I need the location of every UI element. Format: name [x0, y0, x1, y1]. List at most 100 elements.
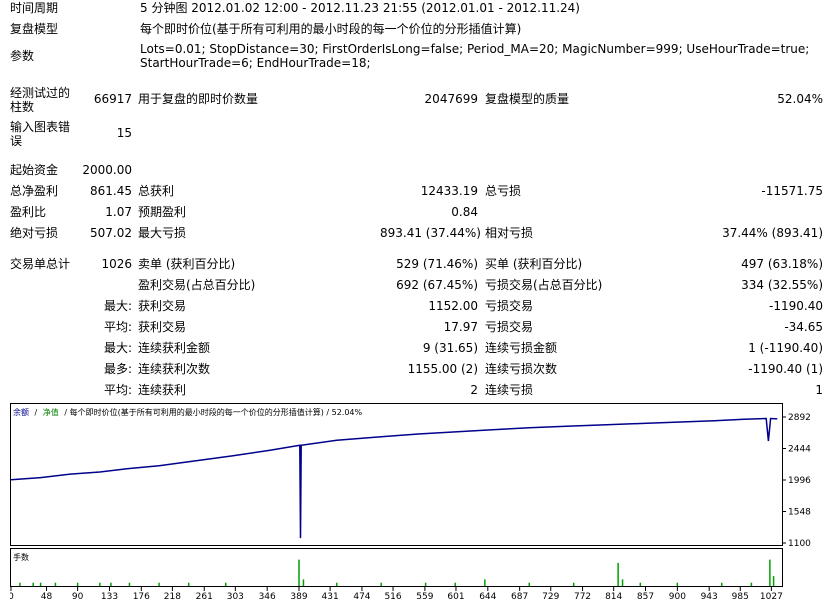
legend-rest: / 每个即时价位(基于所有可利用的最小时段的每一个价位的分形插值计算) / 52…	[64, 407, 362, 417]
errors-label-2: 误	[10, 134, 23, 148]
period-value: 5 分钟图 2012.01.02 12:00 - 2012.11.23 21:5…	[140, 1, 580, 15]
max-consec-wins-value: 9 (31.65)	[422, 341, 478, 355]
average-prefix: 平均:	[103, 320, 132, 334]
x-axis-ticks: 0 48 90 133 176 218 261 303 346 389 431 474 516 559 60…	[10, 587, 783, 602]
balance-chart: 余额 / 净值 / 每个即时价位(基于所有可利用的最小时段的每一个价位的分形插值…	[10, 403, 811, 602]
errors-label-1: 输入图表错	[10, 120, 71, 134]
most-prefix: 最多:	[103, 362, 132, 376]
largest-profit-label: 获利交易	[138, 299, 187, 313]
x-tick-label: 644	[479, 592, 496, 602]
x-tick-label: 729	[542, 592, 559, 602]
payoff-label: 预期盈利	[138, 205, 187, 219]
y-axis-ticks: 2892 2444 1996 1548 1100	[782, 413, 811, 549]
x-tick-label: 90	[72, 592, 84, 602]
gross-profit-label: 总获利	[138, 184, 175, 198]
x-tick-label: 601	[447, 592, 464, 602]
max-consec-wins-label: 连续获利金额	[138, 341, 211, 355]
x-tick-label: 218	[164, 592, 181, 602]
long-label: 买单 (获利百分比)	[485, 257, 583, 271]
balance-line	[10, 417, 778, 539]
x-tick-label: 772	[574, 592, 591, 602]
legend-text: 余额 / 净值 / 每个即时价位(基于所有可利用的最小时段的每一个价位的分形插值…	[13, 407, 363, 417]
drawdown-row: 绝对亏损 507.02 最大亏损 893.41 (37.44%) 相对亏损 37…	[0, 223, 838, 244]
x-tick-label: 133	[101, 592, 118, 602]
x-tick-label: 261	[196, 592, 213, 602]
payoff-value: 0.84	[451, 205, 478, 219]
avg-consec-losses-label: 连续亏损	[485, 383, 534, 397]
main-plot-frame	[10, 403, 783, 546]
most-consec-profit-label: 连续获利次数	[138, 362, 211, 376]
avg-loss-value: -34.65	[784, 320, 823, 334]
most-consec-loss-label: 连续亏损次数	[485, 362, 558, 376]
x-tick-label: 0	[10, 592, 14, 602]
legend-balance: 余额	[13, 407, 29, 417]
quality-label: 复盘模型的质量	[485, 92, 570, 106]
ticks-value: 2047699	[424, 92, 478, 106]
legend-equity: 净值	[43, 407, 59, 417]
avg-profit-label: 获利交易	[138, 320, 187, 334]
x-tick-label: 559	[416, 592, 433, 602]
bars-value: 66917	[93, 92, 132, 106]
model-label: 复盘模型	[10, 22, 59, 36]
avg-profit-value: 17.97	[443, 320, 478, 334]
errors-row: 输入图表错 误 15	[0, 118, 838, 150]
most-consec-profit-value: 1155.00 (2)	[407, 362, 478, 376]
errors-value: 15	[116, 126, 132, 140]
x-tick-label: 943	[701, 592, 718, 602]
largest-loss-value: -1190.40	[769, 299, 823, 313]
average-row: 平均: 获利交易 17.97 亏损交易 -34.65	[0, 317, 838, 338]
volume-label: 手数	[13, 552, 29, 562]
gross-loss-label: 总亏损	[485, 184, 522, 198]
x-tick-label: 900	[669, 592, 686, 602]
bars-row: 经测试过的 柱数 66917 用于复盘的即时价数量 2047699 复盘模型的质…	[0, 84, 838, 114]
most-consec-row: 最多: 连续获利次数 1155.00 (2) 连续亏损次数 -1190.40 (…	[0, 359, 838, 380]
max-consec-losses-value: 1 (-1190.40)	[748, 341, 823, 355]
short-label: 卖单 (获利百分比)	[138, 257, 236, 271]
volume-series	[19, 559, 775, 586]
largest-row: 最大: 获利交易 1152.00 亏损交易 -1190.40	[0, 296, 838, 317]
x-tick-label: 857	[637, 592, 654, 602]
largest-loss-label: 亏损交易	[485, 299, 534, 313]
gross-profit-value: 12433.19	[420, 184, 478, 198]
avg-loss-label: 亏损交易	[485, 320, 534, 334]
x-tick-label: 814	[605, 592, 622, 602]
params-row: 参数 Lots=0.01; StopDistance=30; FirstOrde…	[0, 40, 838, 72]
net-row: 总净盈利 861.45 总获利 12433.19 总亏损 -11571.75	[0, 181, 838, 202]
x-tick-label: 516	[384, 592, 401, 602]
x-tick-label: 176	[133, 592, 150, 602]
bars-label-2: 柱数	[10, 100, 35, 114]
profit-trades-value: 692 (67.45%)	[396, 278, 478, 292]
trades-value: 1026	[101, 257, 132, 271]
model-row: 复盘模型 每个即时价位(基于所有可利用的最小时段的每一个价位的分形插值计算)	[0, 19, 838, 40]
profit-trades-row: 盈利交易(占总百分比) 692 (67.45%) 亏损交易(占总百分比) 334…	[0, 275, 838, 296]
net-label: 总净盈利	[10, 184, 59, 198]
period-row: 时间周期 5 分钟图 2012.01.02 12:00 - 2012.11.23…	[0, 0, 838, 19]
params-line-1: Lots=0.01; StopDistance=30; FirstOrderIs…	[140, 42, 810, 56]
net-value: 861.45	[90, 184, 132, 198]
y-tick-label: 2444	[788, 445, 811, 455]
pf-row: 盈利比 1.07 预期盈利 0.84	[0, 202, 838, 223]
rel-dd-value: 37.44% (893.41)	[722, 226, 823, 240]
abs-dd-label: 绝对亏损	[10, 226, 59, 240]
max-prefix: 最大:	[103, 341, 132, 355]
bars-label-1: 经测试过的	[10, 86, 71, 100]
ticks-label: 用于复盘的即时价数量	[138, 92, 259, 106]
long-value: 497 (63.18%)	[741, 257, 823, 271]
pf-value: 1.07	[105, 205, 132, 219]
gross-loss-value: -11571.75	[761, 184, 823, 198]
x-tick-label: 985	[732, 592, 749, 602]
volume-plot-frame	[10, 548, 783, 587]
max-dd-label: 最大亏损	[138, 226, 187, 240]
y-tick-label: 2892	[788, 413, 811, 423]
deposit-label: 起始资金	[10, 163, 59, 177]
x-tick-label: 1027	[760, 592, 783, 602]
x-tick-label: 431	[322, 592, 339, 602]
deposit-row: 起始资金 2000.00	[0, 160, 838, 181]
params-line-2: StartHourTrade=6; EndHourTrade=18;	[140, 56, 371, 70]
rel-dd-label: 相对亏损	[485, 226, 534, 240]
max-consec-row: 最大: 连续获利金额 9 (31.65) 连续亏损金额 1 (-1190.40)	[0, 338, 838, 359]
x-tick-label: 48	[41, 592, 53, 602]
avg-consec-losses-value: 1	[815, 383, 823, 397]
avg2-prefix: 平均:	[103, 383, 132, 397]
abs-dd-value: 507.02	[90, 226, 132, 240]
